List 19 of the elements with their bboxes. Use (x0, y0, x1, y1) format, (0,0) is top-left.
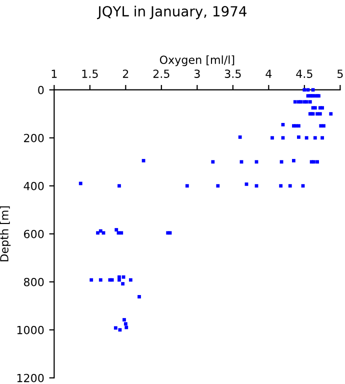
x-tick-label: 2.5 (153, 70, 170, 78)
x-tick-label: 5 (337, 70, 343, 78)
y-axis-title: Depth [m] (0, 206, 11, 262)
x-tick-label: 1 (52, 70, 57, 78)
x-tick-label: 3 (194, 70, 200, 78)
y-tick-label: 200 (24, 134, 44, 142)
y-tick-label: 1200 (17, 374, 44, 382)
x-tick-label: 4.5 (296, 70, 312, 78)
y-tick-label: 0 (38, 86, 44, 94)
x-axis-title: Oxygen [ml/l] (160, 55, 234, 66)
y-tick-label: 400 (24, 182, 44, 190)
x-tick-label: 1.5 (82, 70, 98, 78)
y-tick-label: 1000 (17, 326, 44, 334)
x-tick-label: 2 (122, 70, 128, 78)
y-tick-label: 600 (24, 230, 44, 238)
y-tick-label: 800 (24, 278, 44, 286)
x-tick-label: 4 (266, 70, 272, 78)
x-tick-label: 3.5 (224, 70, 241, 78)
chart-title: JQYL in January, 1974 (96, 6, 247, 20)
